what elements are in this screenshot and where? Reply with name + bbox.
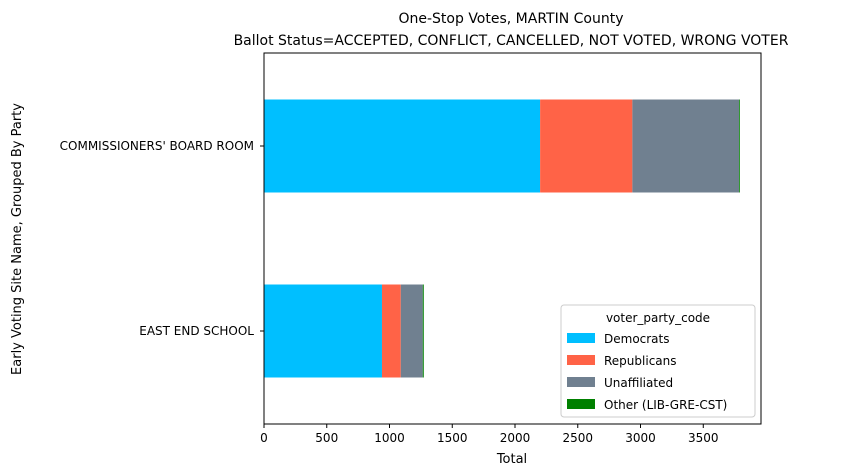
bar-east-end-school-republicans (381, 284, 401, 378)
bars-group (264, 99, 740, 378)
legend-label-democrats: Democrats (604, 332, 670, 346)
legend-swatch-other-lib-gre-cst (567, 399, 595, 409)
bar-east-end-school-democrats (264, 284, 382, 378)
legend-label-unaffiliated: Unaffiliated (604, 376, 673, 390)
x-axis-ticks: 0 500 1000 1500 2000 2500 3000 3500 (260, 424, 719, 445)
x-tick-label: 3000 (625, 431, 656, 445)
legend-swatch-unaffiliated (567, 377, 595, 387)
legend-label-other-lib-gre-cst: Other (LIB-GRE-CST) (604, 398, 727, 412)
legend-swatch-democrats (567, 333, 595, 343)
bar-east-end-school-other-lib-gre-cst (422, 284, 424, 378)
bar-east-end-school-unaffiliated (400, 284, 423, 378)
x-tick-label: 2000 (500, 431, 531, 445)
chart-title-line-1: One-Stop Votes, MARTIN County (398, 11, 623, 27)
legend-box (560, 304, 756, 418)
x-tick-label: 0 (260, 431, 268, 445)
bar-commissioners-board-room-other-lib-gre-cst (739, 99, 740, 193)
x-tick-label: 500 (315, 431, 338, 445)
bar-commissioners-board-room-democrats (264, 99, 541, 193)
bar-commissioners-board-room-republicans (540, 99, 633, 193)
x-tick-label: 1000 (374, 431, 405, 445)
legend-swatch-republicans (567, 355, 595, 365)
x-axis-label: Total (496, 452, 527, 467)
legend-label-republicans: Republicans (604, 354, 677, 368)
plot-frame (263, 52, 762, 425)
x-tick-label: 1500 (437, 431, 468, 445)
legend: voter_party_code Democrats Republicans Unaf… (560, 304, 756, 418)
bar-commissioners-board-room-unaffiliated (632, 99, 740, 193)
y-tick-label: EAST END SCHOOL (139, 324, 254, 338)
legend-title: voter_party_code (606, 311, 710, 325)
y-axis-label: Early Voting Site Name, Grouped By Party (10, 103, 25, 375)
chart-title-line-2: Ballot Status=ACCEPTED, CONFLICT, CANCEL… (234, 33, 789, 49)
y-axis-ticks: COMMISSIONERS' BOARD ROOM EAST END SCHOOL (60, 139, 264, 338)
x-tick-label: 3500 (688, 431, 719, 445)
x-tick-label: 2500 (562, 431, 593, 445)
y-tick-label: COMMISSIONERS' BOARD ROOM (60, 139, 254, 153)
